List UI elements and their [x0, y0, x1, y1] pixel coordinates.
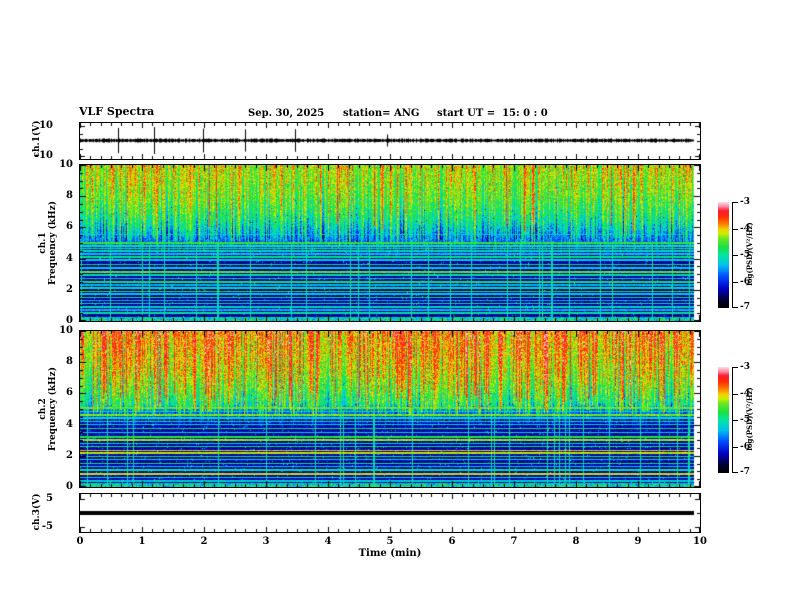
ch1-spectrogram-panel [79, 164, 701, 322]
time-xtick-label: 6 [448, 536, 456, 547]
time-axis-title: Time (min) [358, 548, 422, 559]
colorbar-tick [732, 367, 738, 368]
ch3v-ytick-label: 5 [46, 493, 53, 504]
ch1-voltage-panel [79, 122, 701, 160]
ch2-freq-ytick-label: 8 [66, 356, 73, 367]
ch3-voltage-flatline [80, 494, 700, 532]
ch2-spectrogram-panel [79, 330, 701, 488]
station-label: station= ANG [343, 108, 420, 119]
ch1-freq-ytick-label: 8 [66, 190, 73, 201]
colorbar-tick [732, 202, 738, 203]
ch1v-ytick-label: 10 [39, 120, 53, 131]
colorbar-tick [732, 472, 738, 473]
ch3v-ytick-label: -5 [41, 521, 53, 532]
ch1-freq-ytick-label: 0 [66, 315, 73, 326]
colorbar-tick-label: -3 [740, 362, 750, 372]
colorbar-tick-label: -5 [740, 415, 750, 425]
ch1-freq-ytick-label: 6 [66, 221, 73, 232]
colorbar-tick-label: -4 [740, 389, 750, 399]
start-ut-label: start UT = 15: 0 : 0 [437, 108, 548, 119]
ch2-freq-ytick-label: 4 [66, 419, 73, 430]
colorbar-tick-label: -6 [740, 277, 750, 287]
colorbar-tick [732, 420, 738, 421]
colorbar-tick-label: -7 [740, 467, 750, 477]
colorbar-tick-label: -6 [740, 442, 750, 452]
colorbar-tick-label: -3 [740, 197, 750, 207]
time-xtick-label: 0 [76, 536, 84, 547]
time-xtick-label: 1 [138, 536, 146, 547]
date-label: Sep. 30, 2025 [248, 108, 325, 119]
ch1-freq-ytick-label: 2 [66, 284, 73, 295]
ch3-voltage-panel [79, 493, 701, 533]
time-xtick-label: 4 [324, 536, 332, 547]
page-title: VLF Spectra [79, 105, 155, 118]
colorbar-tick [732, 255, 738, 256]
colorbar-tick-label: -7 [740, 302, 750, 312]
colorbar-tick-label: -4 [740, 224, 750, 234]
ch1v-ytick-label: -10 [34, 150, 53, 161]
ch1-freq-ytick-label: 4 [66, 253, 73, 264]
colorbar-tick [732, 229, 738, 230]
colorbar-tick-label: -5 [740, 250, 750, 260]
time-xtick-label: 10 [693, 536, 707, 547]
colorbar-tick [732, 447, 738, 448]
time-xtick-label: 5 [386, 536, 394, 547]
colorbar-tick [732, 307, 738, 308]
colorbar-tick [732, 282, 738, 283]
ch2-freq-ytick-label: 10 [59, 325, 73, 336]
colorbar-tick [732, 394, 738, 395]
ch1-spectrogram [80, 165, 700, 321]
ch1-voltage-waveform [80, 123, 700, 159]
time-xtick-label: 8 [572, 536, 580, 547]
ch1-colorbar [718, 202, 729, 308]
time-xtick-label: 2 [200, 536, 208, 547]
ch2-freq-ytick-label: 2 [66, 450, 73, 461]
ch2-freq-ytick-label: 6 [66, 387, 73, 398]
ch2-spectrogram [80, 331, 700, 487]
time-xtick-label: 7 [510, 536, 518, 547]
ch1-freq-ytick-label: 10 [59, 159, 73, 170]
time-xtick-label: 3 [262, 536, 270, 547]
time-xtick-label: 9 [634, 536, 642, 547]
ch2-freq-ytick-label: 0 [66, 481, 73, 492]
ch2-colorbar [718, 367, 729, 473]
